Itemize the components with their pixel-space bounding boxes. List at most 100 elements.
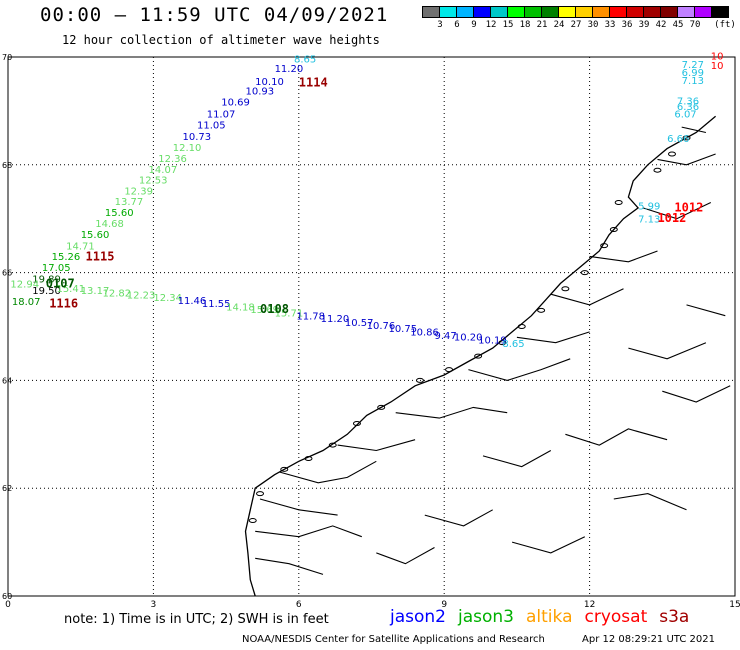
lake-outline (259, 498, 338, 516)
lake-outline (511, 536, 586, 554)
island-outline (304, 456, 313, 462)
x-tick-label: 15 (729, 600, 740, 610)
legend-item-jason3: jason3 (458, 607, 514, 627)
y-tick-label: 70 (2, 53, 12, 62)
wave-height-value: 11.05 (197, 121, 226, 132)
color-scale (422, 6, 729, 18)
lake-outline (255, 557, 324, 575)
wave-height-value: 10 (711, 61, 724, 72)
y-tick-label: 60 (2, 592, 12, 601)
x-tick-label: 0 (5, 600, 11, 610)
legend-item-altika: altika (526, 607, 573, 627)
wave-height-value: 11.78 (296, 311, 325, 322)
wave-height-value: 8.65 (502, 339, 524, 350)
pass-time-label: 1012 (657, 211, 686, 225)
lake-outline (337, 439, 416, 452)
wave-height-value: 12.39 (124, 186, 153, 197)
legend-item-cryosat: cryosat (584, 607, 648, 627)
scale-label: 39 (638, 20, 650, 30)
coastline (244, 115, 717, 597)
y-tick-label: 66 (2, 269, 12, 278)
wave-height-value: 15.60 (81, 230, 110, 241)
wave-height-value: 13.17 (81, 286, 110, 297)
island-outline (352, 421, 361, 427)
wave-height-value: 13.77 (115, 197, 144, 208)
lake-outline (681, 126, 707, 134)
wave-height-value: 7.13 (638, 214, 660, 225)
scale-label: 18 (519, 20, 531, 30)
wave-height-value: 11.20 (275, 64, 304, 75)
wave-height-value: 15.26 (52, 252, 81, 263)
wave-height-value: 8.65 (294, 54, 316, 65)
island-outline (561, 286, 570, 292)
wave-height-value: 10 (711, 52, 724, 63)
scale-label: 42 (655, 20, 667, 30)
wave-height-value: 11.20 (321, 314, 350, 325)
wave-height-value: 14.18 (226, 302, 255, 313)
wave-height-value: 12.23 (127, 290, 156, 301)
y-tick-label: 64 (2, 376, 12, 385)
island-outline (256, 491, 265, 497)
wave-height-value: 7.27 (682, 60, 704, 71)
scale-label: 12 (485, 20, 497, 30)
wave-height-value: 12.36 (158, 154, 187, 165)
island-outline (653, 167, 662, 173)
wave-height-value: 10.93 (245, 87, 274, 98)
scale-label: 3 (437, 20, 443, 30)
island-outline (580, 270, 589, 276)
page-title: 00:00 – 11:59 UTC 04/09/2021 (40, 4, 389, 26)
wave-height-value: 18.07 (12, 297, 41, 308)
lake-outline (395, 406, 508, 419)
island-outline (682, 135, 691, 141)
wave-height-value: 10.20 (454, 333, 483, 344)
wave-height-value: 15.60 (105, 208, 134, 219)
lake-outline (516, 331, 590, 344)
lake-outline (550, 288, 624, 306)
wave-height-value: 6.66 (667, 134, 689, 145)
footer-note: note: 1) Time is in UTC; 2) SWH is in fe… (64, 612, 329, 627)
scale-label: 24 (553, 20, 565, 30)
generated-timestamp: Apr 12 08:29:21 UTC 2021 (582, 634, 715, 645)
island-outline (248, 518, 257, 524)
lake-outline (376, 547, 435, 565)
island-outline (474, 353, 483, 359)
wave-height-value: 10.75 (388, 324, 417, 335)
scale-label: 45 (672, 20, 684, 30)
wave-height-value: 10.76 (367, 321, 396, 332)
lake-outline (628, 342, 707, 360)
x-tick-label: 6 (296, 600, 302, 610)
scale-label: 27 (570, 20, 582, 30)
wave-height-value: 15.69 (250, 305, 279, 316)
lake-outline (424, 509, 493, 527)
wave-height-value: 14.68 (95, 219, 124, 230)
island-outline (600, 243, 609, 249)
wave-height-value: 19.50 (32, 286, 61, 297)
x-tick-label: 12 (584, 600, 595, 610)
lake-outline (565, 428, 668, 446)
lake-outline (279, 460, 377, 484)
wave-height-value: 12.34 (153, 293, 182, 304)
island-outline (614, 200, 623, 206)
lake-outline (642, 202, 712, 220)
scale-swatch (711, 6, 729, 18)
lake-outline (662, 385, 731, 403)
wave-height-value: 15.41 (56, 284, 85, 295)
map-frame (7, 56, 736, 597)
wave-height-value: 14.71 (66, 241, 95, 252)
scale-label: 30 (587, 20, 599, 30)
island-outline (498, 340, 507, 346)
scale-label: 6 (454, 20, 460, 30)
wave-height-value: 11.55 (202, 299, 231, 310)
wave-height-value: 11.46 (178, 296, 207, 307)
lake-outline (657, 153, 716, 166)
pass-time-label: 0107 (46, 277, 75, 291)
pass-time-label: 0108 (260, 302, 289, 316)
pass-time-label: 1116 (49, 297, 78, 311)
scale-unit-label: (ft) (714, 20, 736, 30)
lake-outline (686, 304, 726, 317)
wave-height-value: 19.89 (32, 274, 61, 285)
wave-height-value: 6.36 (677, 102, 699, 113)
island-outline (415, 377, 424, 383)
wave-height-value: 12.94 (10, 280, 39, 291)
wave-height-value: 10.57 (345, 318, 374, 329)
